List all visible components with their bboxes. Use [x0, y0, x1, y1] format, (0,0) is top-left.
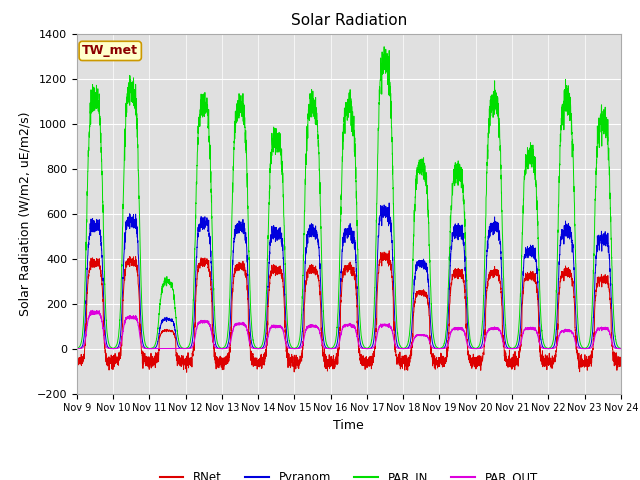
Pyranom: [471, 346, 479, 351]
Line: PAR_OUT: PAR_OUT: [77, 311, 621, 348]
Text: TW_met: TW_met: [82, 44, 138, 58]
PAR_OUT: [171, 346, 179, 351]
PAR_IN: [171, 299, 179, 305]
Y-axis label: Solar Radiation (W/m2, uE/m2/s): Solar Radiation (W/m2, uE/m2/s): [18, 111, 31, 316]
PAR_IN: [145, 346, 153, 351]
PAR_OUT: [329, 346, 337, 351]
Pyranom: [385, 200, 393, 206]
PAR_OUT: [617, 346, 625, 351]
RNet: [73, 358, 81, 364]
PAR_OUT: [89, 308, 97, 313]
Pyranom: [616, 346, 624, 351]
RNet: [329, 358, 337, 363]
RNet: [471, 355, 479, 360]
Title: Solar Radiation: Solar Radiation: [291, 13, 407, 28]
RNet: [441, 358, 449, 364]
PAR_IN: [502, 325, 509, 331]
PAR_IN: [616, 345, 624, 351]
Pyranom: [171, 324, 179, 329]
PAR_IN: [73, 346, 81, 351]
Legend: RNet, Pyranom, PAR_IN, PAR_OUT: RNet, Pyranom, PAR_IN, PAR_OUT: [155, 466, 543, 480]
X-axis label: Time: Time: [333, 419, 364, 432]
PAR_IN: [471, 345, 479, 351]
PAR_IN: [329, 345, 337, 350]
PAR_OUT: [616, 346, 624, 351]
Pyranom: [441, 344, 449, 350]
Line: Pyranom: Pyranom: [77, 203, 621, 348]
Pyranom: [502, 340, 509, 346]
Line: PAR_IN: PAR_IN: [77, 47, 621, 348]
RNet: [183, 370, 191, 375]
PAR_IN: [617, 346, 625, 351]
RNet: [617, 361, 625, 367]
RNet: [385, 248, 393, 253]
Pyranom: [73, 346, 81, 351]
Pyranom: [617, 346, 625, 351]
PAR_OUT: [471, 346, 479, 351]
PAR_OUT: [73, 346, 81, 351]
RNet: [171, 332, 179, 338]
Pyranom: [328, 346, 336, 351]
PAR_IN: [441, 338, 449, 344]
RNet: [616, 363, 624, 369]
PAR_OUT: [502, 345, 509, 350]
Line: RNet: RNet: [77, 251, 621, 372]
PAR_OUT: [441, 346, 449, 351]
PAR_IN: [380, 44, 388, 49]
RNet: [502, 350, 509, 356]
